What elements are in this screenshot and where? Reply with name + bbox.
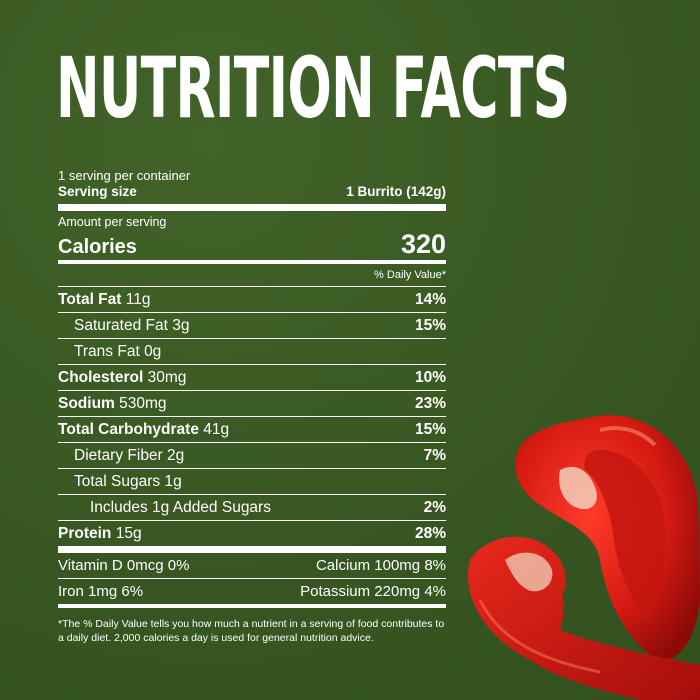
nutrient-row-dietary-fiber: Dietary Fiber 2g 7%	[58, 442, 446, 468]
nutrient-dv: 15%	[414, 421, 446, 438]
pepper-flesh	[584, 449, 666, 620]
nutrient-row-total-carbohydrate: Total Carbohydrate 41g 15%	[58, 416, 446, 442]
servings-per-container: 1 serving per container	[58, 168, 191, 183]
nutrient-amount: 530mg	[119, 395, 167, 412]
calories-label: Calories	[58, 236, 137, 258]
serving-size-row: Serving size 1 Burrito (142g)	[58, 183, 446, 201]
daily-value-header: % Daily Value*	[374, 269, 446, 281]
nutrient-amount: 0g	[144, 343, 162, 360]
pepper-highlight	[599, 426, 657, 447]
vitamin-right: Potassium 220mg 4%	[300, 583, 446, 600]
nutrient-row-protein: Protein 15g 28%	[58, 520, 446, 546]
nutrient-row-added-sugars: Includes 1g Added Sugars 2%	[58, 494, 446, 520]
nutrient-row-total-fat: Total Fat 11g 14%	[58, 286, 446, 312]
serving-size-value: 1 Burrito (142g)	[346, 184, 446, 199]
nutrient-row-saturated-fat: Saturated Fat 3g 15%	[58, 312, 446, 338]
nutrient-dv: 7%	[423, 447, 446, 464]
nutrient-dv: 2%	[423, 499, 446, 516]
nutrient-name: Trans Fat	[74, 343, 140, 360]
vitamin-right: Calcium 100mg 8%	[315, 557, 446, 574]
amount-per-serving: Amount per serving	[58, 215, 167, 229]
nutrient-name: Total Fat	[58, 291, 122, 308]
calories-row: Calories 320	[58, 230, 446, 260]
nutrient-row-cholesterol: Cholesterol 30mg 10%	[58, 364, 446, 390]
nutrient-name: Dietary Fiber	[74, 447, 163, 464]
nutrient-amount: 2g	[167, 447, 185, 464]
vitamin-row: Vitamin D 0mcg 0% Calcium 100mg 8%	[58, 553, 446, 579]
nutrient-name: Cholesterol	[58, 369, 144, 386]
vitamin-left: Vitamin D 0mcg 0%	[58, 557, 190, 574]
medium-divider	[58, 604, 446, 608]
thick-divider	[58, 546, 446, 553]
nutrient-amount: 41g	[203, 421, 230, 438]
calories-value: 320	[400, 229, 446, 259]
nutrient-dv: 28%	[414, 525, 446, 542]
nutrient-dv: 14%	[414, 291, 446, 308]
nutrient-dv: 10%	[414, 369, 446, 386]
vitamin-row: Iron 1mg 6% Potassium 220mg 4%	[58, 579, 446, 604]
vitamin-left: Iron 1mg 6%	[58, 583, 144, 600]
nutrient-amount: 30mg	[147, 369, 187, 386]
nutrient-row-sodium: Sodium 530mg 23%	[58, 390, 446, 416]
pepper-inner-edge	[505, 552, 553, 592]
nutrient-name: Saturated Fat	[74, 317, 168, 334]
nutrient-name: Total Sugars	[74, 473, 161, 490]
footnote: *The % Daily Value tells you how much a …	[58, 618, 445, 644]
nutrient-name: Protein	[58, 525, 112, 542]
nutrition-label: 1 serving per container Serving size 1 B…	[58, 168, 446, 645]
pepper-highlight	[478, 599, 601, 674]
nutrient-amount: 1g	[164, 473, 182, 490]
nutrient-row-trans-fat: Trans Fat 0g	[58, 338, 446, 364]
nutrient-row-total-sugars: Total Sugars 1g	[58, 468, 446, 494]
thick-divider	[58, 204, 446, 211]
nutrient-name: Total Carbohydrate	[58, 421, 199, 438]
nutrient-name: Sodium	[58, 395, 115, 412]
nutrient-name: Includes 1g Added Sugars	[90, 499, 271, 516]
nutrient-dv: 15%	[414, 317, 446, 334]
nutrient-amount: 3g	[172, 317, 190, 334]
serving-size-label: Serving size	[58, 184, 137, 199]
nutrient-amount: 11g	[125, 291, 151, 308]
medium-divider	[58, 260, 446, 264]
nutrient-amount: 15g	[115, 525, 142, 542]
nutrient-dv: 23%	[414, 395, 446, 412]
pepper-seed-membrane	[559, 466, 597, 510]
